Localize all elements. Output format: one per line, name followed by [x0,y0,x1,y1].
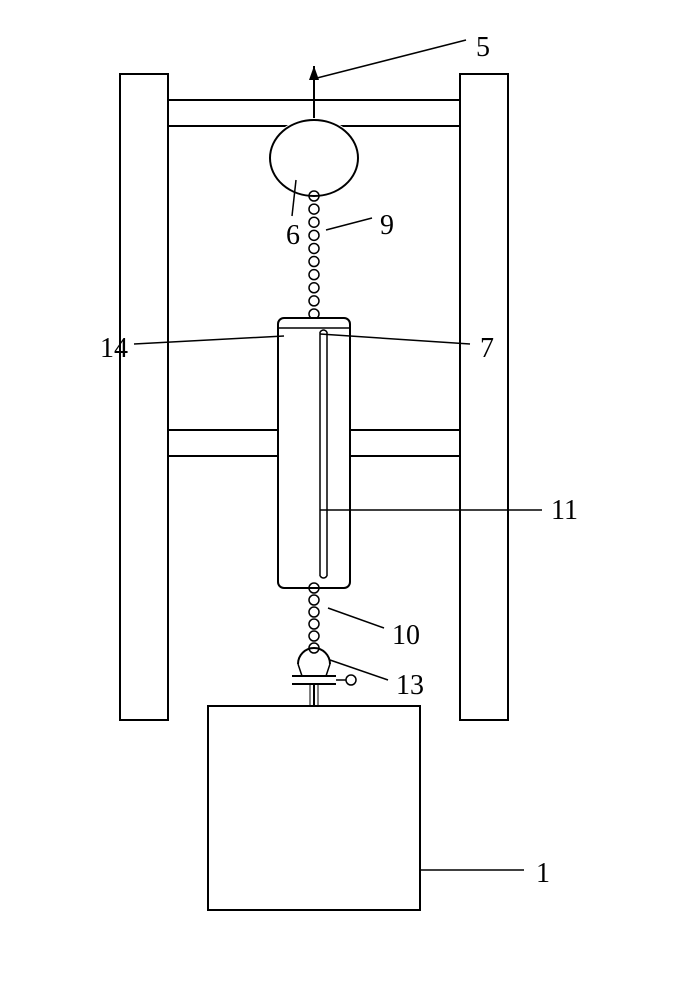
callout-label-1: 1 [536,858,550,890]
callout-label-11: 11 [551,495,578,527]
drawing-canvas [0,0,683,1000]
callout-label-5: 5 [476,32,490,64]
callout-label-7: 7 [480,333,494,365]
callout-label-10: 10 [392,620,420,652]
callout-label-6: 6 [286,220,300,252]
callout-label-9: 9 [380,210,394,242]
callout-label-14: 14 [100,333,128,365]
callout-label-13: 13 [396,670,424,702]
